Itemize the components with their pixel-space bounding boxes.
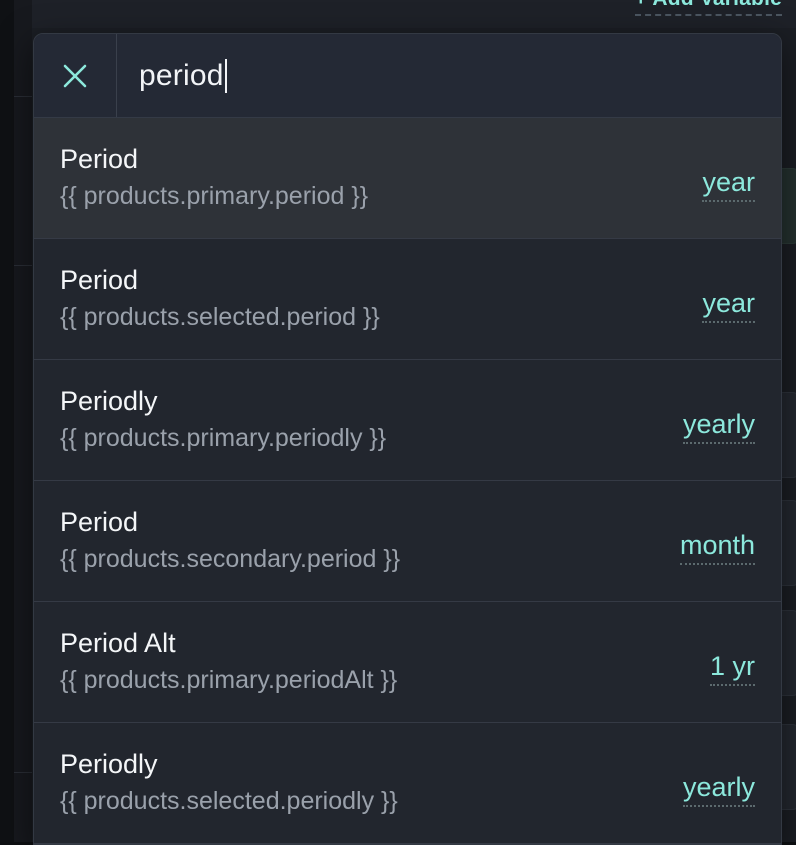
variable-result-path: {{ products.primary.periodly }} <box>60 424 387 453</box>
variable-result-row[interactable]: Periodly {{ products.primary.periodly }} y… <box>34 360 781 481</box>
gutter-divider <box>14 96 32 97</box>
variable-result-name: Periodly <box>60 386 158 417</box>
variable-result-value: 1 yr <box>709 651 755 686</box>
variable-result-value: month <box>679 530 755 565</box>
variable-result-path: {{ products.selected.period }} <box>60 303 380 332</box>
variable-picker-panel: period Period {{ products.primary.period … <box>33 33 782 845</box>
variable-result-row[interactable]: Periodly {{ products.selected.periodly }}… <box>34 723 781 844</box>
variable-result-value: year <box>702 288 755 323</box>
variable-result-row[interactable]: Period {{ products.primary.period }} year <box>34 118 781 239</box>
search-input-value: period <box>139 58 224 92</box>
variable-result-row[interactable]: Period {{ products.secondary.period }} mon… <box>34 481 781 602</box>
sidebar-gutter <box>14 0 32 842</box>
text-caret <box>224 58 227 93</box>
gutter-divider <box>14 265 32 266</box>
variable-result-value: yearly <box>682 409 755 444</box>
variable-result-path: {{ products.primary.period }} <box>60 182 369 211</box>
variable-result-row[interactable]: Period {{ products.selected.period }} year <box>34 239 781 360</box>
variable-result-text: Period {{ products.primary.period }} <box>60 143 684 212</box>
variable-result-value: yearly <box>682 772 755 807</box>
variable-result-text: Periodly {{ products.primary.periodly }} <box>60 385 665 454</box>
variable-result-name: Period Alt <box>60 628 176 659</box>
add-variable-button[interactable]: + Add Variable <box>634 0 782 16</box>
variable-result-text: Periodly {{ products.selected.periodly }} <box>60 748 665 817</box>
variable-results-list: Period{{ products.primary.period }} year P… <box>34 118 781 844</box>
variable-search-row: period <box>34 34 781 118</box>
variable-search-field[interactable]: period <box>117 34 781 117</box>
variable-result-text: Period {{ products.secondary.period }} <box>60 506 662 575</box>
variable-result-path: {{ products.primary.periodAlt }} <box>60 666 398 695</box>
variable-result-value: year <box>702 167 755 202</box>
variable-result-text: Period Alt {{ products.primary.periodAlt … <box>60 627 692 696</box>
variable-result-row[interactable]: Period Alt {{ products.primary.periodAlt … <box>34 602 781 723</box>
variable-result-name: Period <box>60 144 139 175</box>
variable-result-text: Period {{ products.selected.period }} <box>60 264 684 333</box>
gutter-divider <box>14 772 32 773</box>
variable-result-path: {{ products.secondary.period }} <box>60 545 401 574</box>
variable-result-path: {{ products.selected.periodly }} <box>60 787 398 816</box>
variable-result-name: Period <box>60 507 139 538</box>
close-x-icon[interactable] <box>34 34 117 117</box>
variable-result-name: Period <box>60 265 139 296</box>
variable-result-name: Periodly <box>60 749 158 780</box>
